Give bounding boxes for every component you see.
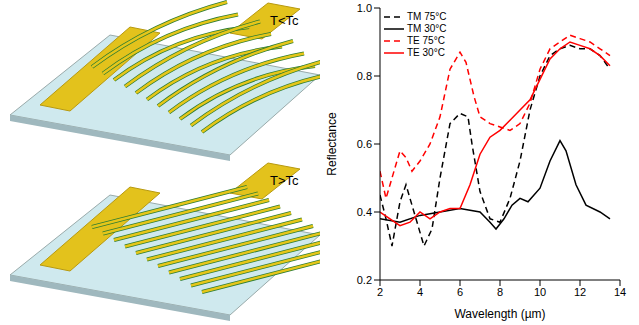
html-text:TM 30°C: TM 30°C	[407, 23, 447, 34]
svg-text:Reflectance: Reflectance	[325, 112, 339, 176]
svg-text:Wavelength (µm): Wavelength (µm)	[454, 307, 545, 321]
svg-text:0.6: 0.6	[357, 138, 372, 150]
svg-text:6: 6	[457, 286, 463, 298]
html-text:TE 75°C: TE 75°C	[407, 35, 445, 46]
svg-text:10: 10	[534, 286, 546, 298]
svg-text:8: 8	[497, 286, 503, 298]
svg-text:12: 12	[574, 286, 586, 298]
svg-text:0.4: 0.4	[357, 206, 372, 218]
svg-text:1.0: 1.0	[357, 2, 372, 14]
html-text:TM 75°C: TM 75°C	[407, 11, 447, 22]
svg-text:T<Tc: T<Tc	[270, 13, 299, 28]
svg-text:0.8: 0.8	[357, 70, 372, 82]
svg-text:14: 14	[614, 286, 626, 298]
svg-text:0.2: 0.2	[357, 274, 372, 286]
svg-text:4: 4	[417, 286, 423, 298]
html-text:TE 30°C: TE 30°C	[407, 47, 445, 58]
svg-text:T>Tc: T>Tc	[270, 173, 299, 188]
svg-text:2: 2	[377, 286, 383, 298]
